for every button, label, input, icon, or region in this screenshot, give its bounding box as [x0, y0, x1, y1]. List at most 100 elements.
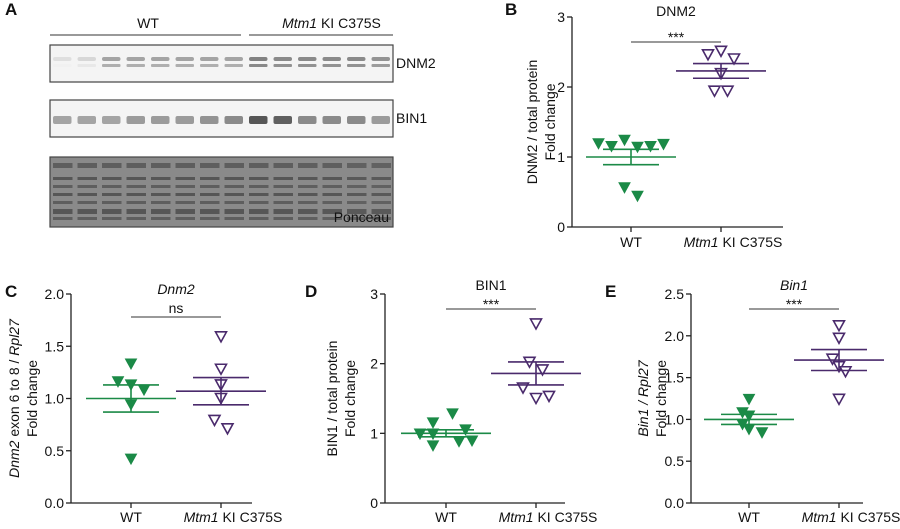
- y-axis-label-part: Dnm2: [6, 440, 22, 478]
- y-tick-label: 0.5: [45, 443, 65, 459]
- y-tick-label-part: 1.5: [665, 370, 685, 386]
- x-tick-label-part: KI C375S: [534, 509, 598, 525]
- data-point: [644, 141, 657, 153]
- y-tick-label-part: 2.0: [665, 328, 685, 344]
- data-point: [618, 182, 631, 194]
- data-point: [605, 141, 618, 153]
- band: [151, 201, 171, 204]
- band: [347, 116, 366, 124]
- band: [151, 163, 171, 168]
- band: [273, 177, 293, 180]
- band: [126, 163, 146, 168]
- band: [298, 177, 318, 180]
- x-tick-label-part: Mtm1: [499, 509, 534, 525]
- band: [151, 209, 171, 214]
- band: [175, 209, 195, 214]
- data-point: [631, 141, 644, 154]
- y-tick-label-part: 1.0: [45, 391, 65, 407]
- y-tick-label-part: 1.0: [665, 411, 685, 427]
- band: [249, 177, 269, 180]
- chart-panel-b: B 0 1 2 3 WT Mtm1 KI C375S DNM2 *** DNM2 / total …: [505, 0, 783, 250]
- data-point: [832, 332, 846, 345]
- band: [273, 163, 293, 168]
- band: [273, 116, 292, 124]
- data-point: [214, 363, 228, 376]
- y-axis-label: DNM2 / total protein: [524, 60, 540, 185]
- y-axis-label-part: Fold change: [342, 360, 358, 437]
- panel-label-c-part: C: [5, 282, 17, 301]
- band: [371, 116, 390, 124]
- y-tick-label: 0: [370, 495, 378, 511]
- data-point: [426, 417, 440, 429]
- data-point: [742, 423, 756, 436]
- significance-label: ns: [169, 300, 184, 316]
- panel-label-d: D: [305, 282, 317, 301]
- band: [102, 185, 122, 188]
- y-tick-label-part: 3: [370, 286, 378, 302]
- group-label-ki-part: KI C375S: [317, 15, 381, 31]
- band: [249, 185, 269, 188]
- data-point: [832, 319, 846, 333]
- data-point: [832, 393, 846, 406]
- band: [175, 64, 194, 67]
- blot-panel: A WT Mtm1 KI C375S DNM2 BIN1 Ponceau: [5, 0, 436, 228]
- series-wt: [401, 408, 491, 452]
- x-tick-label-part: Mtm1: [184, 509, 219, 525]
- band: [371, 185, 391, 188]
- band: [53, 217, 73, 220]
- band: [77, 193, 97, 196]
- data-point: [657, 138, 670, 151]
- y-tick-label-part: 0.5: [45, 443, 65, 459]
- band: [371, 177, 391, 180]
- band: [102, 201, 122, 204]
- chart-title: DNM2: [656, 3, 696, 19]
- band: [224, 209, 244, 214]
- x-tick-label: Mtm1 KI C375S: [184, 509, 283, 525]
- band: [322, 185, 342, 188]
- x-tick-label: WT: [620, 234, 642, 250]
- data-point: [124, 358, 138, 371]
- chart-title-part: Bin1: [780, 277, 808, 293]
- band: [102, 193, 122, 196]
- panel-label-b-part: B: [505, 0, 517, 19]
- y-tick-label-part: 0: [557, 219, 565, 235]
- data-point: [618, 134, 631, 147]
- band: [249, 193, 269, 196]
- band: [126, 177, 146, 180]
- y-tick-label-part: 0.0: [45, 495, 65, 511]
- band: [53, 64, 72, 67]
- y-tick-label-part: 2.5: [665, 286, 685, 302]
- band: [273, 193, 293, 196]
- band: [175, 116, 194, 124]
- band: [77, 116, 96, 124]
- band: [371, 163, 391, 168]
- band: [224, 185, 244, 188]
- group-label-ki-part: Mtm1: [282, 15, 317, 31]
- chart-title-part: BIN1: [475, 277, 506, 293]
- band: [126, 201, 146, 204]
- band: [102, 177, 122, 180]
- y-axis-label-part: Fold change: [653, 360, 669, 437]
- band: [126, 57, 145, 61]
- band: [200, 116, 219, 124]
- blot-frame: [49, 156, 394, 228]
- chart-panel-d: D 0 1 2 3 WT Mtm1 KI C375S BIN1 *** BIN1 / total …: [305, 277, 597, 525]
- band: [249, 217, 269, 220]
- y-axis-label: BIN1 / total protein: [324, 341, 340, 457]
- chart-panel-c: C 0.0 0.5 1.0 1.5 2.0 WT Mtm1 KI C375S Dnm2 ns Dnm…: [5, 281, 282, 525]
- band: [126, 193, 146, 196]
- series-ki: [176, 331, 266, 436]
- data-point: [592, 138, 605, 150]
- x-tick-label-part: KI C375S: [719, 234, 783, 250]
- band: [298, 193, 318, 196]
- blot-strip-ponceau: Ponceau: [49, 156, 394, 228]
- band: [249, 201, 269, 204]
- band: [224, 193, 244, 196]
- band: [224, 64, 243, 67]
- x-tick-label: Mtm1 KI C375S: [802, 509, 900, 525]
- band: [249, 57, 268, 61]
- blot-frame: [49, 99, 394, 138]
- x-tick-label-part: KI C375S: [219, 509, 283, 525]
- band: [200, 57, 219, 61]
- blot-label-ponceau: Ponceau: [334, 209, 389, 225]
